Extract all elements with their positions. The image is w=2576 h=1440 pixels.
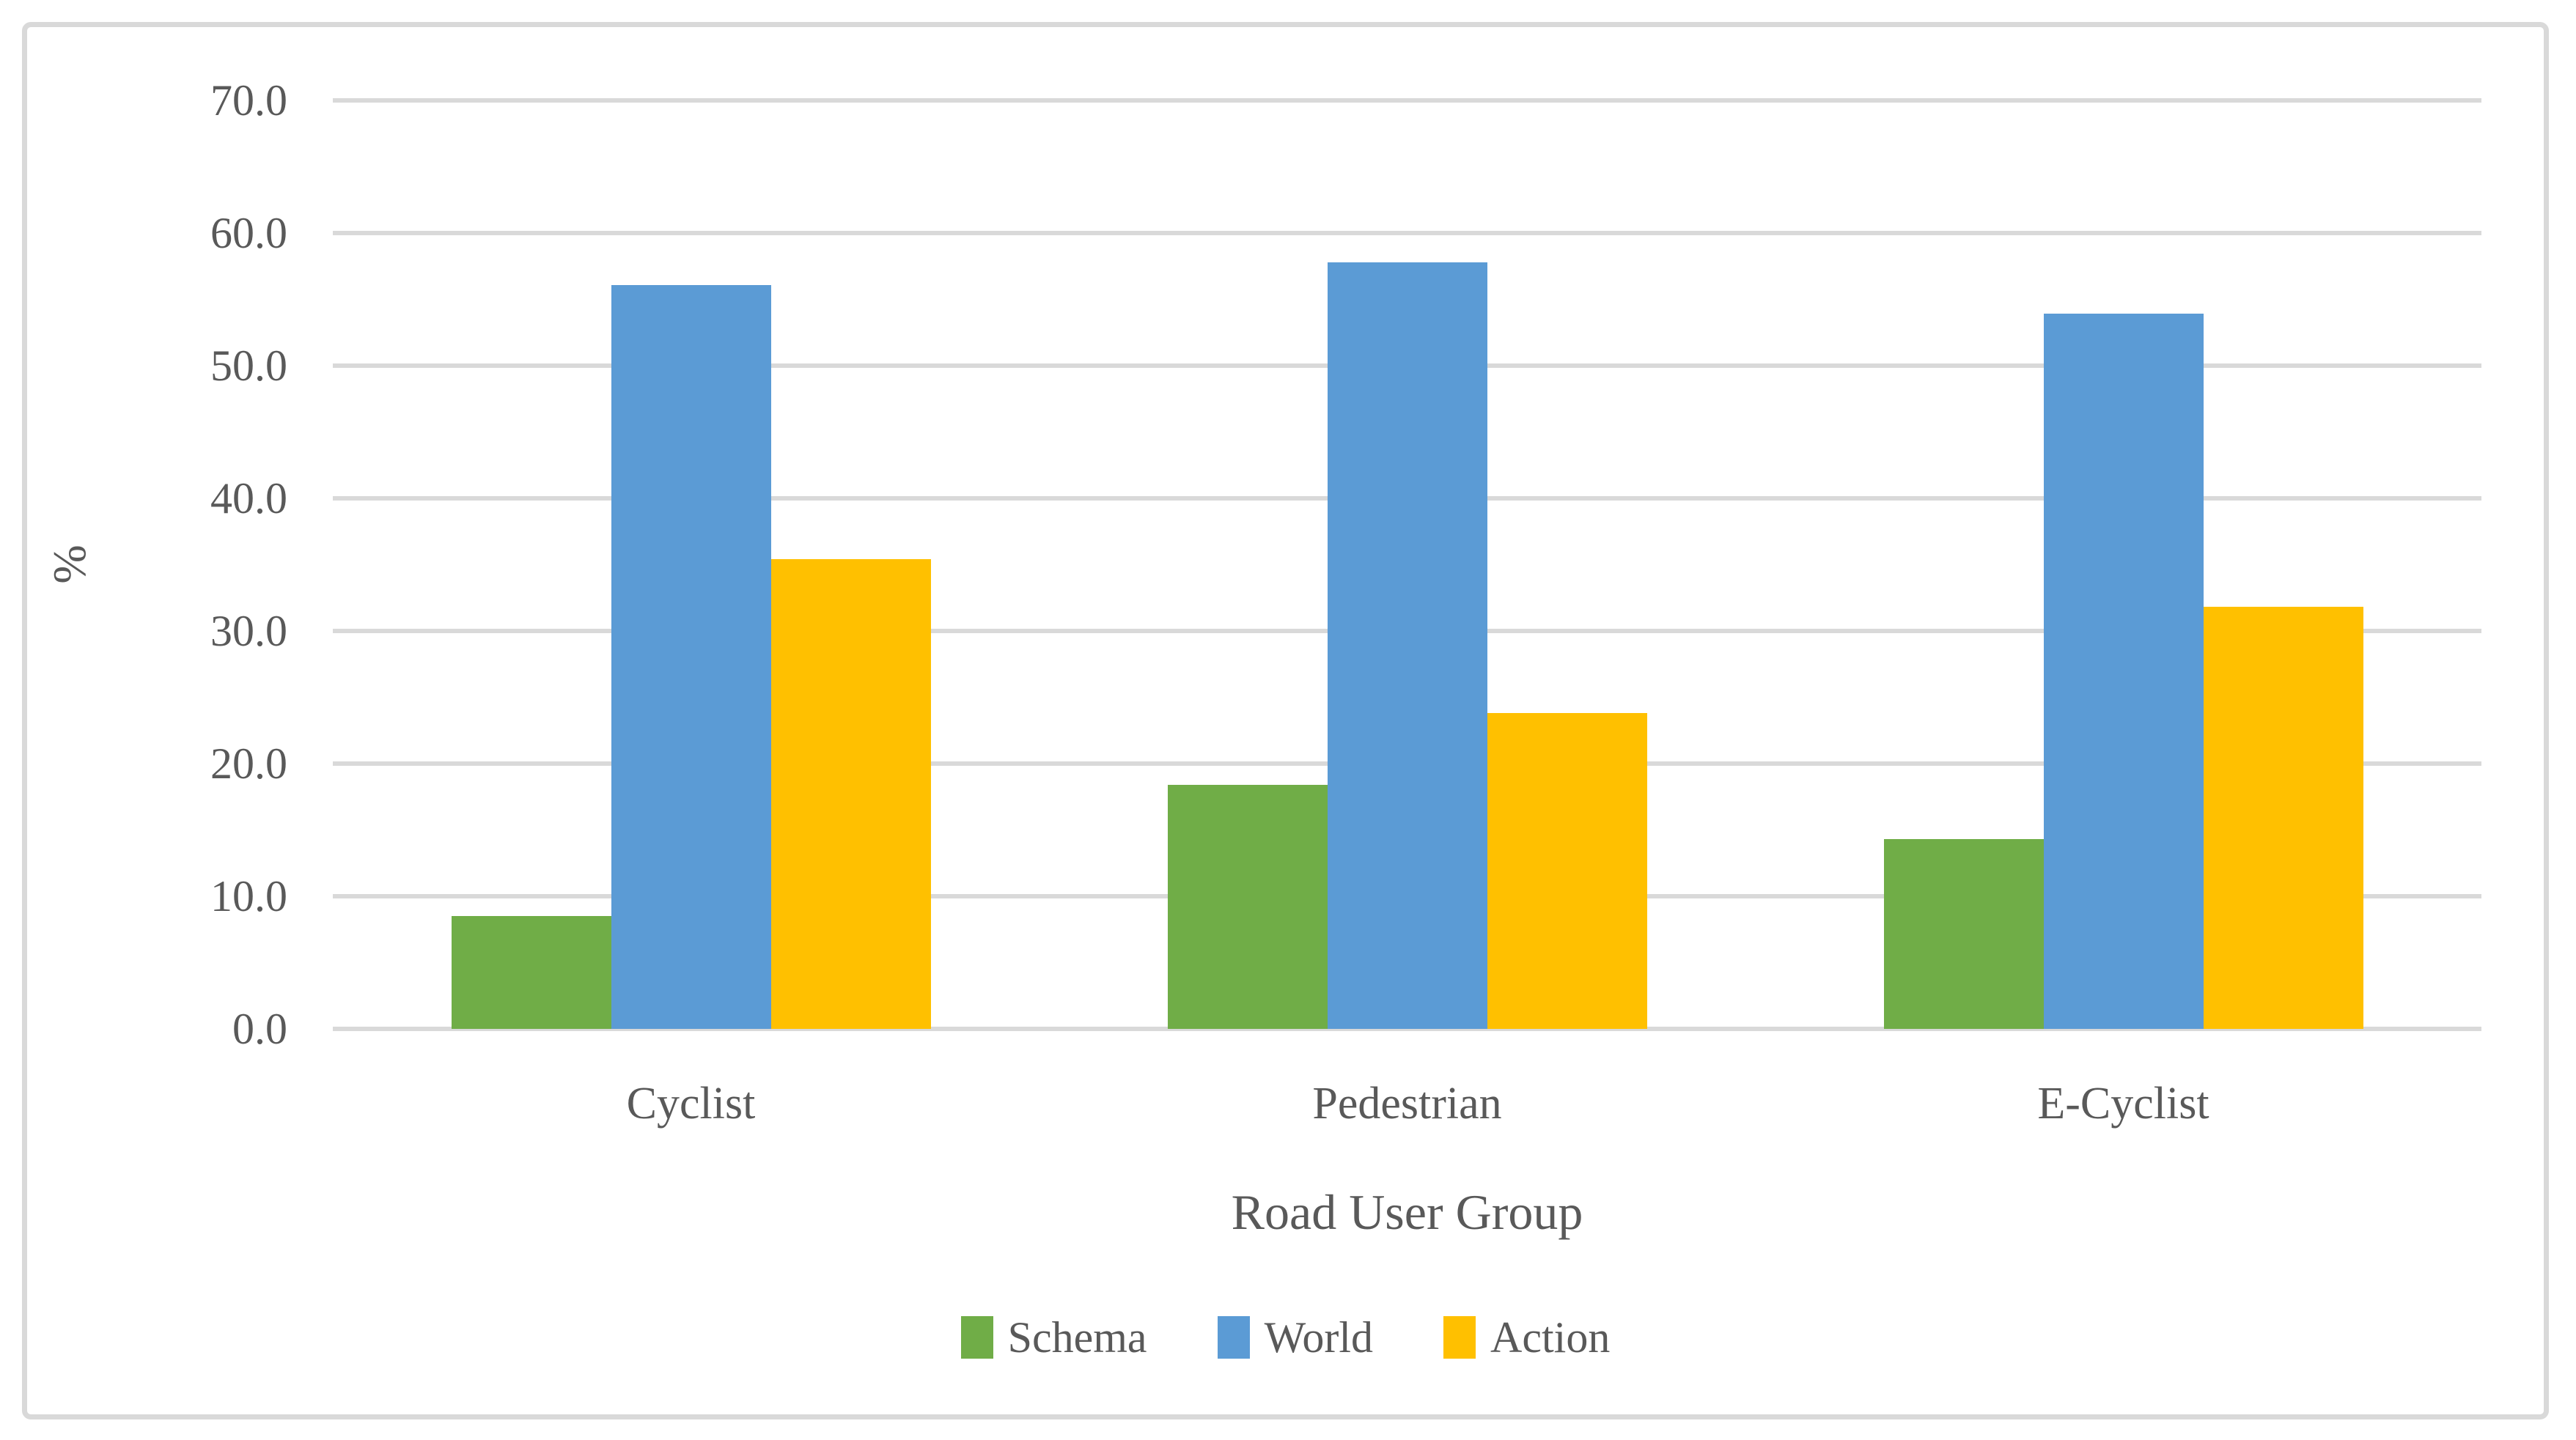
bar-world-cyclist xyxy=(611,284,771,1029)
y-tick-label-60.0: 60.0 xyxy=(210,209,287,257)
legend-item-schema: Schema xyxy=(960,1310,1147,1365)
y-tick-label-20.0: 20.0 xyxy=(210,739,287,788)
x-axis-title: Road User Group xyxy=(1231,1184,1583,1240)
bar-world-pedestrian xyxy=(1328,262,1487,1029)
y-tick-label-40.0: 40.0 xyxy=(210,474,287,523)
x-category-label-pedestrian: Pedestrian xyxy=(1312,1079,1502,1129)
legend-label-world: World xyxy=(1264,1313,1374,1362)
gridline-0.0 xyxy=(333,1027,2481,1031)
x-category-label-e-cyclist: E-Cyclist xyxy=(2037,1079,2209,1129)
y-tick-label-70.0: 70.0 xyxy=(210,76,287,125)
x-category-label-cyclist: Cyclist xyxy=(626,1079,756,1129)
y-axis-title: % xyxy=(43,544,95,584)
plot-area xyxy=(333,98,2481,1031)
bar-action-pedestrian xyxy=(1487,713,1647,1029)
bar-schema-e-cyclist xyxy=(1884,839,2044,1029)
y-tick-label-50.0: 50.0 xyxy=(210,341,287,390)
y-tick-label-0.0: 0.0 xyxy=(232,1005,287,1053)
legend-marker-world-icon xyxy=(1217,1316,1250,1359)
bar-action-cyclist xyxy=(771,559,931,1029)
gridline-60.0 xyxy=(333,231,2481,235)
legend: Schema World Action xyxy=(22,1310,2549,1365)
legend-marker-schema-icon xyxy=(960,1316,993,1359)
bar-schema-cyclist xyxy=(452,916,611,1029)
legend-label-action: Action xyxy=(1490,1313,1611,1362)
bar-world-e-cyclist xyxy=(2044,314,2204,1029)
y-tick-label-30.0: 30.0 xyxy=(210,607,287,655)
y-tick-label-10.0: 10.0 xyxy=(210,872,287,920)
bar-action-e-cyclist xyxy=(2204,607,2363,1029)
legend-item-world: World xyxy=(1217,1310,1374,1365)
legend-item-action: Action xyxy=(1443,1310,1610,1365)
legend-marker-action-icon xyxy=(1443,1316,1476,1359)
bar-schema-pedestrian xyxy=(1168,784,1328,1029)
gridline-70.0 xyxy=(333,98,2481,103)
legend-label-schema: Schema xyxy=(1007,1313,1147,1362)
